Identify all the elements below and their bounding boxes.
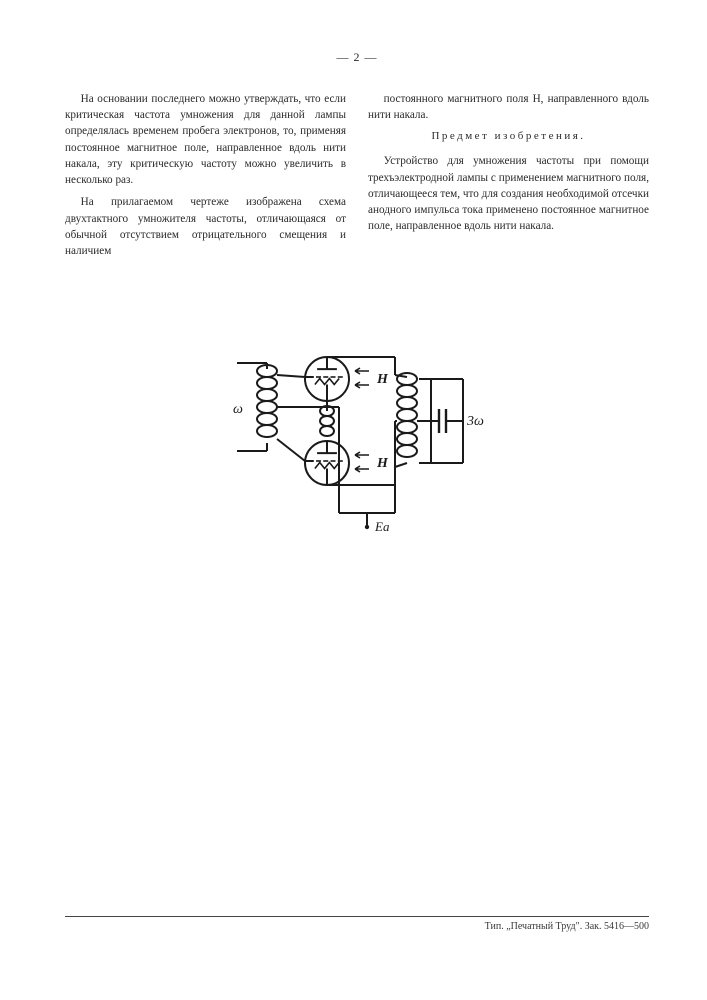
- page-number: — 2 —: [65, 50, 649, 65]
- para-left-2: На прилагаемом чертеже изображена схема …: [65, 194, 346, 259]
- svg-text:3ω: 3ω: [466, 414, 484, 429]
- para-right-2: Устройство для умножения частоты при пом…: [368, 153, 649, 234]
- text-columns: На основании последнего можно утверждать…: [65, 91, 649, 265]
- subject-header: Предмет изобретения.: [368, 129, 649, 145]
- right-column: постоянного магнитного поля H, направлен…: [368, 91, 649, 265]
- para-left-1: На основании последнего можно утверждать…: [65, 91, 346, 188]
- svg-text:H: H: [376, 372, 389, 387]
- svg-text:H: H: [376, 456, 389, 471]
- left-column: На основании последнего можно утверждать…: [65, 91, 346, 265]
- footer-imprint: Тип. „Печатный Труд". Зак. 5416—500: [65, 916, 649, 932]
- svg-text:Ea: Ea: [374, 519, 390, 534]
- svg-text:ω: ω: [233, 402, 243, 417]
- circuit-diagram: ω H H 3ω Ea: [65, 335, 649, 555]
- para-right-cont: постоянного магнитного поля H, направлен…: [368, 91, 649, 123]
